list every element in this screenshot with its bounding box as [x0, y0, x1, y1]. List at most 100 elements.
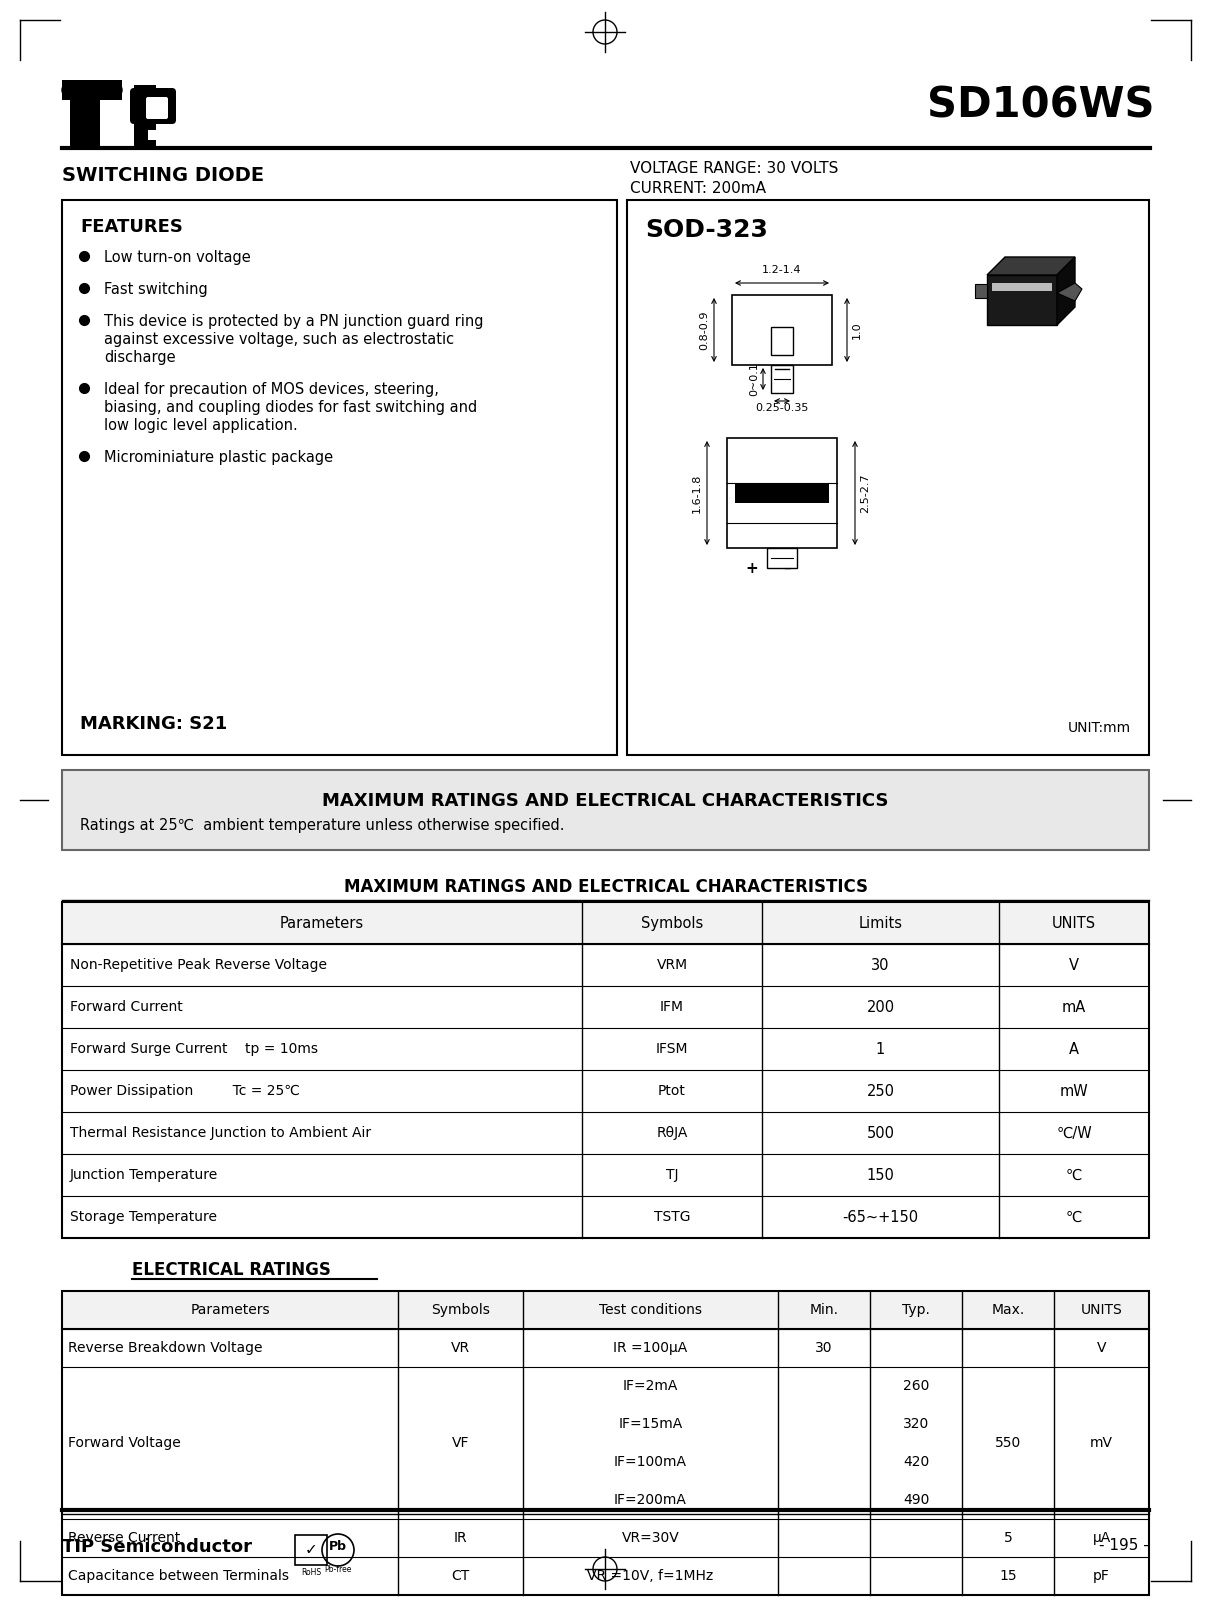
Text: Typ.: Typ.	[902, 1303, 930, 1318]
Bar	[62, 80, 122, 99]
Text: Limits: Limits	[859, 916, 902, 930]
Text: –: –	[784, 560, 791, 576]
Text: 1.2-1.4: 1.2-1.4	[762, 266, 802, 275]
Text: 420: 420	[903, 1455, 929, 1470]
Text: This device is protected by a PN junction guard ring: This device is protected by a PN junctio…	[104, 314, 483, 328]
Bar	[148, 130, 166, 139]
Text: discharge: discharge	[104, 351, 176, 365]
Text: Test conditions: Test conditions	[599, 1303, 702, 1318]
Text: SWITCHING DIODE: SWITCHING DIODE	[62, 165, 264, 184]
Bar	[627, 200, 1149, 756]
Text: -65~+150: -65~+150	[843, 1209, 919, 1225]
Text: V: V	[1097, 1342, 1107, 1354]
Text: 150: 150	[867, 1167, 895, 1183]
Text: Junction Temperature: Junction Temperature	[70, 1169, 218, 1182]
Text: Max.: Max.	[992, 1303, 1025, 1318]
Text: VR=30V: VR=30V	[621, 1531, 679, 1545]
Text: IF=100mA: IF=100mA	[614, 1455, 687, 1470]
Text: Microminiature plastic package: Microminiature plastic package	[104, 450, 333, 464]
Text: MAXIMUM RATINGS AND ELECTRICAL CHARACTERISTICS: MAXIMUM RATINGS AND ELECTRICAL CHARACTER…	[344, 877, 867, 897]
Text: Symbols: Symbols	[641, 916, 704, 930]
Bar	[992, 283, 1052, 291]
Text: Parameters: Parameters	[190, 1303, 270, 1318]
Text: VR =10V, f=1MHz: VR =10V, f=1MHz	[587, 1569, 713, 1583]
Circle shape	[62, 82, 78, 98]
Text: Min.: Min.	[809, 1303, 838, 1318]
Text: SD106WS: SD106WS	[928, 83, 1155, 126]
Bar	[134, 85, 156, 150]
Text: Reverse Current: Reverse Current	[68, 1531, 180, 1545]
Text: MAXIMUM RATINGS AND ELECTRICAL CHARACTERISTICS: MAXIMUM RATINGS AND ELECTRICAL CHARACTER…	[322, 792, 889, 810]
Text: 30: 30	[815, 1342, 833, 1354]
Text: RoHS: RoHS	[302, 1567, 321, 1577]
Bar	[727, 439, 837, 548]
Text: ℃/W: ℃/W	[1056, 1126, 1092, 1140]
Text: 500: 500	[867, 1126, 895, 1140]
Bar	[142, 134, 148, 150]
Bar	[771, 327, 793, 355]
Text: TSTG: TSTG	[654, 1210, 690, 1225]
Text: IF=2mA: IF=2mA	[622, 1378, 678, 1393]
Bar	[731, 295, 832, 365]
Bar	[70, 85, 101, 150]
Text: 550: 550	[995, 1436, 1021, 1451]
Text: UNITS: UNITS	[1052, 916, 1096, 930]
Text: Forward Voltage: Forward Voltage	[68, 1436, 180, 1451]
Text: 2.5-2.7: 2.5-2.7	[860, 474, 869, 512]
Text: 1.0: 1.0	[853, 322, 862, 339]
Text: FEATURES: FEATURES	[80, 218, 183, 235]
Text: mA: mA	[1062, 999, 1086, 1015]
Bar	[62, 770, 1149, 850]
Text: 200: 200	[866, 999, 895, 1015]
Text: Reverse Breakdown Voltage: Reverse Breakdown Voltage	[68, 1342, 263, 1354]
Text: Forward Current: Forward Current	[70, 1001, 183, 1013]
Polygon shape	[1057, 258, 1075, 325]
FancyBboxPatch shape	[147, 98, 168, 118]
Text: +: +	[746, 560, 758, 576]
Text: pF: pF	[1094, 1569, 1110, 1583]
Text: IFM: IFM	[660, 1001, 684, 1013]
Text: ℃: ℃	[1066, 1167, 1083, 1183]
Text: 250: 250	[867, 1084, 895, 1098]
Text: against excessive voltage, such as electrostatic: against excessive voltage, such as elect…	[104, 331, 454, 347]
Text: IR =100μA: IR =100μA	[614, 1342, 688, 1354]
Text: Forward Surge Current    tp = 10ms: Forward Surge Current tp = 10ms	[70, 1042, 318, 1057]
Text: TIP Semiconductor: TIP Semiconductor	[62, 1539, 252, 1556]
Text: 490: 490	[903, 1494, 929, 1507]
Text: VR: VR	[450, 1342, 470, 1354]
Bar	[62, 200, 616, 756]
Text: 260: 260	[903, 1378, 929, 1393]
Text: Symbols: Symbols	[431, 1303, 490, 1318]
Polygon shape	[1057, 283, 1081, 301]
Text: mW: mW	[1060, 1084, 1089, 1098]
Text: low logic level application.: low logic level application.	[104, 418, 298, 432]
Text: 1: 1	[876, 1042, 885, 1057]
Bar	[62, 901, 1149, 1238]
Polygon shape	[987, 275, 1057, 325]
Text: - 195 -: - 195 -	[1100, 1537, 1149, 1553]
Text: CURRENT: 200mA: CURRENT: 200mA	[630, 181, 767, 195]
Bar	[735, 484, 830, 503]
Text: A: A	[1069, 1042, 1079, 1057]
Text: TJ: TJ	[666, 1169, 678, 1182]
Bar	[62, 1290, 1149, 1595]
Bar	[771, 365, 793, 392]
Text: 0~0.1: 0~0.1	[748, 362, 759, 395]
Text: UNIT:mm: UNIT:mm	[1068, 720, 1131, 735]
Text: μA: μA	[1092, 1531, 1110, 1545]
Bar	[295, 1535, 327, 1566]
Text: VRM: VRM	[656, 957, 688, 972]
Text: UNITS: UNITS	[1080, 1303, 1123, 1318]
Text: MARKING: S21: MARKING: S21	[80, 716, 228, 733]
Text: 30: 30	[871, 957, 890, 972]
Text: Power Dissipation         Tc = 25℃: Power Dissipation Tc = 25℃	[70, 1084, 300, 1098]
Text: Ideal for precaution of MOS devices, steering,: Ideal for precaution of MOS devices, ste…	[104, 383, 438, 397]
Text: Low turn-on voltage: Low turn-on voltage	[104, 250, 251, 266]
Text: RθJA: RθJA	[656, 1126, 688, 1140]
Text: 320: 320	[903, 1417, 929, 1431]
Text: 15: 15	[999, 1569, 1017, 1583]
Text: Thermal Resistance Junction to Ambient Air: Thermal Resistance Junction to Ambient A…	[70, 1126, 371, 1140]
FancyBboxPatch shape	[130, 88, 176, 123]
Text: VF: VF	[452, 1436, 469, 1451]
Bar	[767, 548, 797, 568]
